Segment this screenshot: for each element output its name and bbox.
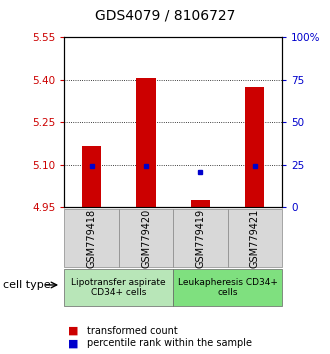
Text: GSM779420: GSM779420 — [141, 209, 151, 268]
Bar — [191, 200, 210, 207]
Bar — [82, 146, 101, 207]
Text: transformed count: transformed count — [87, 326, 178, 336]
Text: GSM779421: GSM779421 — [250, 209, 260, 268]
Bar — [64, 269, 173, 306]
Text: ■: ■ — [68, 326, 78, 336]
Bar — [246, 87, 264, 207]
Text: GSM779418: GSM779418 — [86, 209, 97, 268]
Bar — [173, 209, 228, 267]
Bar — [173, 269, 282, 306]
Text: ■: ■ — [68, 338, 78, 348]
Bar — [64, 209, 119, 267]
Bar — [228, 209, 282, 267]
Bar — [137, 78, 155, 207]
Text: GSM779419: GSM779419 — [195, 209, 206, 268]
Text: percentile rank within the sample: percentile rank within the sample — [87, 338, 252, 348]
Text: GDS4079 / 8106727: GDS4079 / 8106727 — [95, 9, 235, 23]
Text: Lipotransfer aspirate
CD34+ cells: Lipotransfer aspirate CD34+ cells — [72, 278, 166, 297]
Bar — [119, 209, 173, 267]
Text: cell type: cell type — [3, 280, 51, 290]
Text: Leukapheresis CD34+
cells: Leukapheresis CD34+ cells — [178, 278, 278, 297]
